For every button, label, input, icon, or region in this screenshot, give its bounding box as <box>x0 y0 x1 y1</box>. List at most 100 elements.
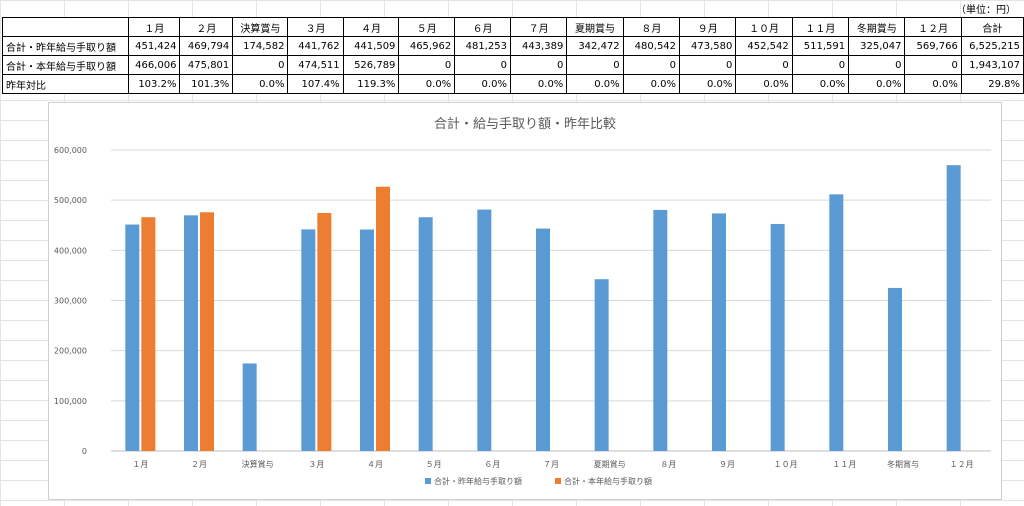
table-cell[interactable]: 342,472 <box>566 36 624 56</box>
table-cell[interactable]: 6,525,215 <box>960 36 1024 56</box>
bar-last-year[interactable] <box>184 215 198 451</box>
bar-last-year[interactable] <box>125 224 140 451</box>
column-header[interactable]: １月 <box>128 17 181 37</box>
table-cell[interactable]: 452,542 <box>735 36 793 56</box>
table-cell[interactable]: 325,047 <box>848 36 906 56</box>
column-header[interactable]: ５月 <box>398 17 456 37</box>
column-header[interactable]: 冬期賞与 <box>848 17 906 37</box>
table-cell[interactable]: 0.0% <box>735 74 793 94</box>
column-header[interactable]: １０月 <box>735 17 793 37</box>
table-cell[interactable]: 473,580 <box>679 36 737 56</box>
table-cell[interactable]: 0 <box>679 55 737 75</box>
table-cell[interactable]: 0.0% <box>509 74 568 94</box>
table-cell[interactable]: 0 <box>509 55 568 75</box>
table-cell[interactable]: 465,962 <box>398 36 456 56</box>
bar-this-year[interactable] <box>200 212 214 451</box>
column-header[interactable]: ６月 <box>454 17 511 37</box>
table-cell[interactable]: 0.0% <box>791 74 850 94</box>
table-cell[interactable]: 1,943,107 <box>960 55 1024 75</box>
table-cell[interactable]: 0.0% <box>904 74 962 94</box>
table-cell[interactable]: 0.0% <box>848 74 906 94</box>
table-corner-cell[interactable] <box>1 17 130 37</box>
table-cell[interactable]: 0 <box>848 55 906 75</box>
table-cell[interactable]: 481,253 <box>454 36 511 56</box>
table-cell[interactable]: 569,766 <box>904 36 962 56</box>
table-cell[interactable]: 0.0% <box>454 74 511 94</box>
table-cell[interactable]: 0 <box>566 55 624 75</box>
bar-last-year[interactable] <box>594 279 609 451</box>
column-header[interactable]: 合計 <box>960 17 1024 37</box>
bar-last-year[interactable] <box>536 228 550 451</box>
bar-last-year[interactable] <box>888 287 902 451</box>
table-cell[interactable]: 29.8% <box>960 74 1024 94</box>
table-cell[interactable]: 0.0% <box>232 74 289 94</box>
column-header[interactable]: ７月 <box>509 17 568 37</box>
table-cell[interactable]: 0 <box>735 55 793 75</box>
bar-last-year[interactable] <box>829 194 844 451</box>
bar-last-year[interactable] <box>712 213 726 451</box>
table-cell[interactable]: 511,591 <box>791 36 850 56</box>
chart-panel[interactable]: 合計・給与手取り額・昨年比較 0 100,000 200,000 300,000 400… <box>48 102 1002 500</box>
bar-last-year[interactable] <box>770 223 785 451</box>
table-cell[interactable]: 0 <box>791 55 850 75</box>
bar-last-year[interactable] <box>242 363 257 451</box>
table-cell[interactable]: 0.0% <box>622 74 681 94</box>
table-header-row: １月 ２月 決算賞与 ３月 ４月 ５月 ６月 ７月 夏期賞与 ８月 ９月 １０月 １１月 冬期賞与 １２月合… <box>1 17 1024 37</box>
table-cell[interactable]: 0.0% <box>679 74 737 94</box>
legend-swatch[interactable] <box>555 478 561 484</box>
table-cell[interactable]: 451,424 <box>128 36 181 56</box>
table-cell[interactable]: 0.0% <box>398 74 456 94</box>
table-cell[interactable]: 466,006 <box>128 55 181 75</box>
legend-label[interactable]: 合計・昨年給与手取り額 <box>434 476 522 486</box>
table-cell[interactable]: 0 <box>398 55 456 75</box>
table-cell[interactable]: 475,801 <box>179 55 234 75</box>
bar-last-year[interactable] <box>946 165 961 451</box>
column-header[interactable]: ４月 <box>342 17 400 37</box>
table-cell[interactable]: 474,511 <box>287 55 344 75</box>
column-header[interactable]: ３月 <box>287 17 344 37</box>
table-cell[interactable]: 443,389 <box>509 36 568 56</box>
table-cell[interactable]: 0 <box>232 55 289 75</box>
x-tick-label: １２月 <box>950 460 974 469</box>
row-label[interactable]: 合計・本年給与手取り額 <box>1 55 130 75</box>
table-cell[interactable]: 174,582 <box>232 36 289 56</box>
column-header[interactable]: 決算賞与 <box>232 17 289 37</box>
table-cell[interactable]: 0 <box>904 55 962 75</box>
table-cell[interactable]: 101.3% <box>179 74 234 94</box>
column-header[interactable]: 夏期賞与 <box>566 17 624 37</box>
row-label[interactable]: 合計・昨年給与手取り額 <box>1 36 130 56</box>
column-header[interactable]: １１月 <box>791 17 850 37</box>
column-header[interactable]: ８月 <box>622 17 681 37</box>
column-header[interactable]: ２月 <box>179 17 234 37</box>
table-cell[interactable]: 441,509 <box>342 36 400 56</box>
bar-last-year[interactable] <box>477 209 492 451</box>
bar-this-year[interactable] <box>376 186 390 451</box>
table-cell[interactable]: 107.4% <box>287 74 344 94</box>
y-axis-labels: 0 100,000 200,000 300,000 400,000 500,000 600,… <box>54 146 87 456</box>
bar-last-year[interactable] <box>653 209 668 451</box>
table-cell[interactable]: 480,542 <box>622 36 681 56</box>
legend-swatch[interactable] <box>425 478 431 484</box>
bar-last-year[interactable] <box>418 217 433 451</box>
x-tick-label: ７月 <box>543 460 559 469</box>
y-tick-label: 0 <box>82 447 87 456</box>
x-tick-label: ５月 <box>426 460 442 469</box>
bar-last-year[interactable] <box>301 229 316 451</box>
table-cell[interactable]: 0 <box>622 55 681 75</box>
column-header[interactable]: ９月 <box>679 17 737 37</box>
table-cell[interactable]: 119.3% <box>342 74 400 94</box>
legend-label[interactable]: 合計・本年給与手取り額 <box>564 476 652 486</box>
table-cell[interactable]: 0 <box>454 55 511 75</box>
table-cell[interactable]: 526,789 <box>342 55 400 75</box>
bar-this-year[interactable] <box>141 217 156 451</box>
bar-this-year[interactable] <box>317 212 332 451</box>
row-label[interactable]: 昨年対比 <box>1 74 130 94</box>
table-cell[interactable]: 0.0% <box>566 74 624 94</box>
table-cell[interactable]: 441,762 <box>287 36 344 56</box>
bar-last-year[interactable] <box>360 229 374 451</box>
table-cell[interactable]: 469,794 <box>179 36 234 56</box>
column-header[interactable]: １２月 <box>904 17 962 37</box>
x-tick-label: １月 <box>132 460 148 469</box>
bars <box>125 165 961 451</box>
table-cell[interactable]: 103.2% <box>128 74 181 94</box>
